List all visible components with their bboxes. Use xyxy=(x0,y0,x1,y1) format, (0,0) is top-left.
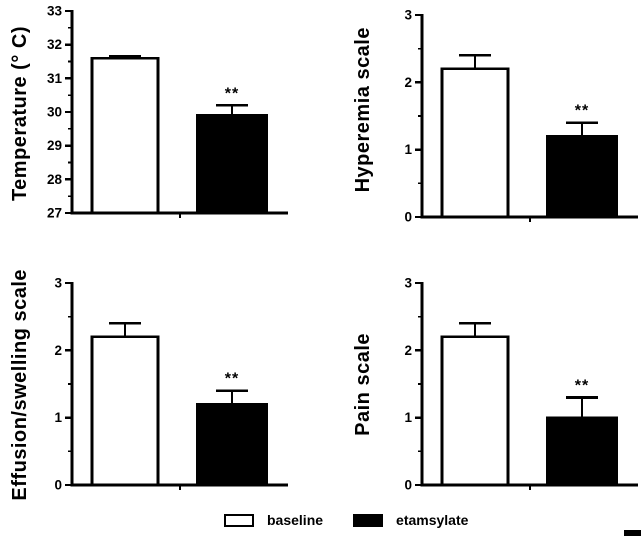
bar-chart-temperature: 27 28 29 30 31 32 33 ** xyxy=(47,4,288,221)
bar-baseline xyxy=(90,56,160,215)
baseline-swatch xyxy=(224,513,254,527)
y-axis-label-hyperemia: Hyperemia scale xyxy=(351,27,374,193)
bar-etamsylate xyxy=(196,114,268,215)
legend-item-etamsylate: etamsylate xyxy=(353,513,468,527)
ylabel-box-pain: Pain scale xyxy=(344,298,382,470)
y-tick-label: 3 xyxy=(54,276,62,291)
bar-chart-effusion: 0 1 2 3 ** xyxy=(54,276,288,493)
bar-etamsylate xyxy=(196,402,268,487)
y-tick-label: 1 xyxy=(54,410,62,425)
panel-temperature: 27 28 29 30 31 32 33 ** xyxy=(28,1,290,237)
etamsylate-legend-label: etamsylate xyxy=(396,512,469,528)
y-tick-label: 0 xyxy=(404,478,412,493)
y-tick-label: 29 xyxy=(47,138,62,153)
y-tick-label: 28 xyxy=(47,172,63,187)
y-tick-label: 33 xyxy=(47,4,63,19)
bar-baseline xyxy=(90,335,160,487)
y-tick-label: 3 xyxy=(404,8,412,23)
y-tick-label: 27 xyxy=(47,206,62,221)
y-tick-label: 30 xyxy=(47,105,62,120)
bar-etamsylate xyxy=(546,416,618,487)
y-tick-label: 1 xyxy=(404,142,412,157)
y-tick-label: 3 xyxy=(404,276,412,291)
panel-pain: 0 1 2 3 ** xyxy=(378,273,640,509)
bar-chart-pain: 0 1 2 3 ** xyxy=(404,276,638,493)
significance-marker: ** xyxy=(575,103,589,120)
y-tick-label: 2 xyxy=(404,75,412,90)
y-tick-label: 2 xyxy=(404,343,412,358)
significance-marker: ** xyxy=(225,85,239,102)
y-tick-label: 0 xyxy=(54,478,62,493)
y-tick-label: 31 xyxy=(47,71,63,86)
legend: baseline etamsylate xyxy=(224,513,468,527)
y-axis-label-pain: Pain scale xyxy=(351,332,374,436)
panel-hyperemia: 0 1 2 3 ** xyxy=(378,5,640,241)
y-tick-label: 32 xyxy=(47,37,62,52)
bar-etamsylate xyxy=(546,134,618,219)
y-tick-label: 1 xyxy=(404,410,412,425)
baseline-legend-label: baseline xyxy=(267,512,324,528)
significance-marker: ** xyxy=(225,371,239,388)
y-tick-label: 0 xyxy=(404,210,412,225)
bottom-right-crop-artifact xyxy=(624,530,641,536)
etamsylate-swatch xyxy=(353,513,384,527)
legend-item-baseline: baseline xyxy=(224,513,323,527)
significance-marker: ** xyxy=(575,377,589,394)
panel-effusion: 0 1 2 3 ** xyxy=(28,273,290,509)
ylabel-box-hyperemia: Hyperemia scale xyxy=(344,22,382,198)
bar-baseline xyxy=(440,335,510,487)
bar-baseline xyxy=(440,67,510,219)
y-tick-label: 2 xyxy=(54,343,62,358)
bar-chart-hyperemia: 0 1 2 3 ** xyxy=(404,8,638,225)
